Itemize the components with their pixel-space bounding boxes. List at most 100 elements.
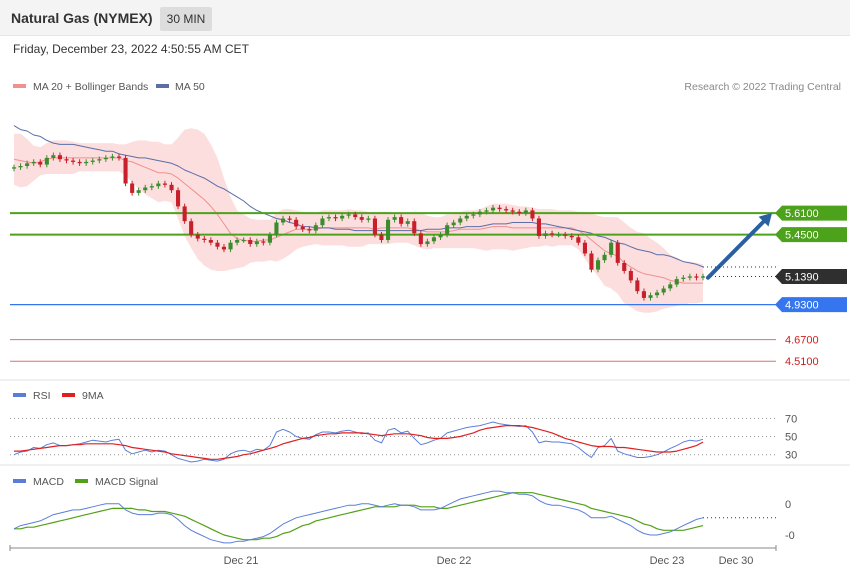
candle-body <box>556 234 561 236</box>
candle-body <box>609 242 614 255</box>
candle-body <box>497 207 502 209</box>
rsi-line <box>13 421 704 463</box>
candle-body <box>635 280 640 292</box>
price-legend: MA 20 + Bollinger Bands MA 50 <box>13 81 205 93</box>
rsi-ma-legend-label: 9MA <box>82 390 104 402</box>
candle-body <box>530 210 535 219</box>
candle-body <box>346 214 351 216</box>
candle-body <box>130 183 135 193</box>
candle-body <box>221 246 226 250</box>
candle-body <box>267 234 272 243</box>
candle-body <box>674 279 679 285</box>
support-label: 4.9300 <box>785 300 819 312</box>
candle-body <box>668 284 673 289</box>
candle-body <box>477 211 482 215</box>
candle-body <box>622 262 627 271</box>
candle-body <box>504 209 509 211</box>
candle-body <box>123 157 128 184</box>
forecast-arrow-shaft <box>706 219 766 280</box>
candle-body <box>320 218 325 226</box>
rsi-ma-line <box>14 425 704 460</box>
candle-body <box>189 221 194 235</box>
candle-body <box>287 218 292 220</box>
macd-line <box>13 490 704 544</box>
candle-body <box>359 217 364 220</box>
candle-body <box>438 234 443 238</box>
candle-body <box>550 233 555 235</box>
candle-body <box>589 253 594 270</box>
macd-signal-legend-label: MACD Signal <box>95 476 158 488</box>
candle-body <box>681 277 686 279</box>
ma50-line <box>13 125 704 268</box>
resistance-2-label: 5.6100 <box>785 208 819 220</box>
candles <box>12 152 706 301</box>
candle-body <box>340 215 345 219</box>
candle-body <box>254 241 259 245</box>
macd-signal-line <box>14 492 704 541</box>
x-tick-label-dec-21: Dec 21 <box>224 555 259 567</box>
candle-body <box>64 159 69 161</box>
candle-body <box>372 218 377 235</box>
candle-body <box>392 217 397 220</box>
candle-body <box>215 242 220 247</box>
rsi-legend-label: RSI <box>33 390 51 402</box>
resistance-1-tag: 5.4500 <box>775 227 847 243</box>
candle-body <box>51 155 56 158</box>
macd-signal-legend-swatch <box>75 479 88 483</box>
candle-body <box>353 214 358 218</box>
candle-body <box>228 242 233 250</box>
x-tick-label-dec-23: Dec 23 <box>650 555 685 567</box>
candle-body <box>281 218 286 223</box>
rsi-level-label-70: 70 <box>785 413 797 425</box>
candle-body <box>326 217 331 219</box>
candle-body <box>386 219 391 240</box>
candle-body <box>57 155 62 160</box>
candle-body <box>425 241 430 245</box>
candle-body <box>458 218 463 223</box>
candle-body <box>25 163 30 166</box>
candle-body <box>701 276 706 278</box>
bollinger-band <box>14 128 703 313</box>
candle-body <box>18 166 23 168</box>
candle-body <box>313 225 318 231</box>
candle-body <box>399 217 404 224</box>
candle-body <box>176 190 181 207</box>
candle-body <box>491 207 496 211</box>
candle-body <box>445 225 450 235</box>
macd-legend-swatch <box>13 479 26 483</box>
candle-body <box>248 240 253 244</box>
rsi-legend: RSI 9MA <box>13 390 104 402</box>
candle-body <box>136 190 141 193</box>
candle-body <box>628 271 633 281</box>
forecast-arrow-head <box>758 213 772 227</box>
candle-body <box>31 161 36 164</box>
ma50-legend-label: MA 50 <box>175 81 205 93</box>
support-tag: 4.9300 <box>775 297 847 313</box>
candle-body <box>103 157 108 160</box>
candle-body <box>294 219 299 227</box>
x-tick-label-dec-22: Dec 22 <box>437 555 472 567</box>
rsi-ma-legend-swatch <box>62 393 75 397</box>
macd-tick-neg: -0 <box>785 530 795 542</box>
candle-body <box>162 183 167 185</box>
candle-body <box>97 159 102 161</box>
candle-body <box>235 240 240 243</box>
ma20-legend-swatch <box>13 84 26 88</box>
candle-body <box>182 206 187 222</box>
candle-body <box>484 210 489 212</box>
candle-body <box>576 237 581 243</box>
current-tag: 5.1390 <box>775 269 847 285</box>
timeframe-badge[interactable]: 30 MIN <box>160 7 212 31</box>
candle-body <box>300 226 305 230</box>
macd-legend-label: MACD <box>33 476 64 488</box>
candle-body <box>471 214 476 216</box>
candle-body <box>117 156 122 158</box>
candle-body <box>90 160 95 162</box>
resistance-1-tag-bg <box>775 227 847 243</box>
chart-header: Natural Gas (NYMEX) 30 MIN <box>0 0 850 36</box>
candle-body <box>261 241 266 243</box>
candle-body <box>563 234 568 236</box>
candle-body <box>307 229 312 231</box>
candle-body <box>543 233 548 236</box>
candle-body <box>195 234 200 239</box>
